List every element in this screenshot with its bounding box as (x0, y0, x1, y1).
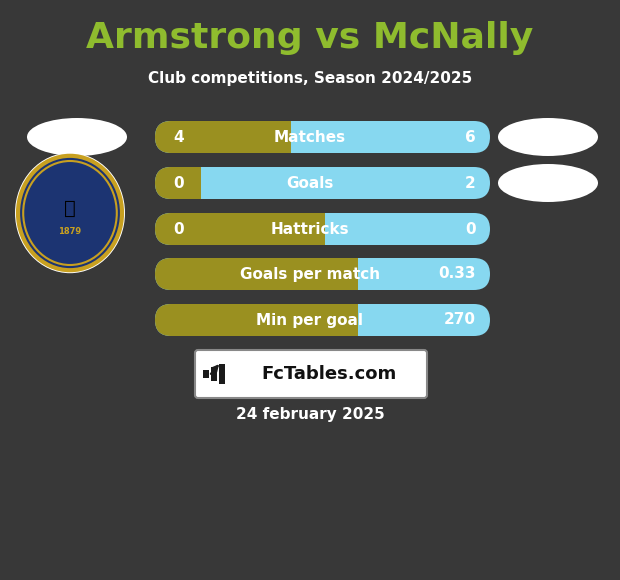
FancyBboxPatch shape (155, 167, 198, 199)
FancyBboxPatch shape (155, 304, 356, 336)
Text: 270: 270 (444, 313, 476, 328)
Text: 0: 0 (173, 222, 184, 237)
Ellipse shape (15, 153, 125, 273)
Text: Goals per match: Goals per match (240, 266, 380, 281)
Text: 1879: 1879 (58, 227, 82, 235)
FancyBboxPatch shape (155, 167, 490, 199)
FancyBboxPatch shape (155, 121, 490, 153)
Text: Min per goal: Min per goal (257, 313, 363, 328)
Text: 🦅: 🦅 (64, 198, 76, 218)
Bar (306, 213, 324, 245)
Bar (273, 121, 291, 153)
Text: 24 february 2025: 24 february 2025 (236, 408, 384, 422)
Text: 0: 0 (466, 222, 476, 237)
Ellipse shape (18, 156, 122, 270)
Text: FcTables.com: FcTables.com (262, 365, 397, 383)
Bar (203, 370, 209, 378)
Ellipse shape (498, 118, 598, 156)
Text: 6: 6 (465, 129, 476, 144)
Text: 4: 4 (173, 129, 184, 144)
FancyBboxPatch shape (155, 121, 289, 153)
Text: 0.33: 0.33 (438, 266, 476, 281)
FancyBboxPatch shape (155, 213, 490, 245)
Bar (182, 167, 200, 199)
FancyBboxPatch shape (195, 350, 427, 398)
Bar (219, 364, 225, 384)
Text: Hattricks: Hattricks (271, 222, 349, 237)
Text: Club competitions, Season 2024/2025: Club competitions, Season 2024/2025 (148, 71, 472, 85)
FancyBboxPatch shape (155, 258, 356, 290)
FancyBboxPatch shape (155, 304, 490, 336)
FancyBboxPatch shape (155, 258, 490, 290)
Bar (340, 304, 358, 336)
Ellipse shape (498, 164, 598, 202)
Text: 2: 2 (465, 176, 476, 190)
Bar (340, 258, 358, 290)
FancyBboxPatch shape (155, 213, 322, 245)
Text: Goals: Goals (286, 176, 334, 190)
Bar (211, 367, 217, 381)
Text: 0: 0 (173, 176, 184, 190)
Ellipse shape (27, 118, 127, 156)
Text: Matches: Matches (274, 129, 346, 144)
Text: Armstrong vs McNally: Armstrong vs McNally (86, 21, 534, 55)
